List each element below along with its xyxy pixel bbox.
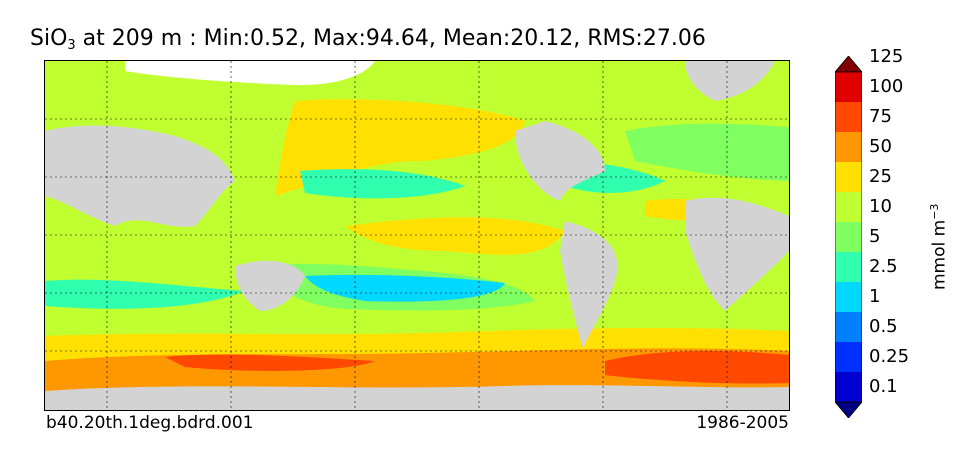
colorbar-cell [835,192,862,222]
colorbar-tick-label: 0.25 [869,346,910,367]
ocean-band-2-5-north-pacific [300,169,465,199]
land-africa [685,197,789,311]
title-formula-prefix: SiO [30,26,68,51]
sea-ice-arctic [125,61,375,86]
colorbar-tick-label: 125 [869,46,904,67]
land-australia [235,260,305,311]
colorbar-cell [835,372,862,402]
colorbar-tick-label: 1 [869,286,881,307]
colorbar-cell [835,342,862,372]
colorbar-tick-label: 10 [869,196,892,217]
ocean-band-75-100-atlantic [605,351,789,384]
colorbar-tick-label: 2.5 [869,256,898,277]
colorbar-cell [835,162,862,192]
land-asia [45,125,235,227]
title-formula-subscript: 3 [67,38,76,53]
map-panel [44,60,790,411]
colorbar-extend-max [835,56,862,73]
land-antarctica [45,385,789,410]
colorbar-cell [835,72,862,102]
unit-exponent: −3 [928,203,941,220]
colorbar-cells [835,56,862,418]
colorbar-extend-min [835,401,862,418]
colorbar-unit-label: mmol m−3 [928,204,950,290]
land-greenland [685,61,775,101]
ocean-band-25-50-equatorial-pacific [345,217,565,255]
title-statistics: at 209 m : Min:0.52, Max:94.64, Mean:20.… [75,26,706,51]
colorbar-tick-label: 0.5 [869,316,898,337]
land-north-america [515,121,605,201]
colorbar-cell [835,282,862,312]
colorbar-tick-label: 75 [869,106,892,127]
ocean-band-2-5-indian [45,279,245,309]
colorbar-tick-label: 50 [869,136,892,157]
colorbar-tick-label: 0.1 [869,376,898,397]
colorbar-cell [835,132,862,162]
colorbar [835,56,862,418]
ocean-band-5-10-north-atlantic [625,123,789,181]
colorbar-tick-label: 5 [869,226,881,247]
ocean-field-map [45,61,789,410]
map-title: SiO3 at 209 m : Min:0.52, Max:94.64, Mea… [30,26,706,53]
colorbar-tick-label: 100 [869,76,904,97]
colorbar-cell [835,312,862,342]
colorbar-cell [835,222,862,252]
unit-base: mmol m [929,219,950,290]
graticule [45,61,789,410]
colorbar-cell [835,102,862,132]
ocean-band-75-100-indian [165,354,375,371]
colorbar-outline [835,71,862,403]
colorbar-cell [835,252,862,282]
colorbar-tick-label: 25 [869,166,892,187]
years-label: 1986-2005 [696,413,789,433]
case-name-label: b40.20th.1deg.bdrd.001 [46,413,254,433]
